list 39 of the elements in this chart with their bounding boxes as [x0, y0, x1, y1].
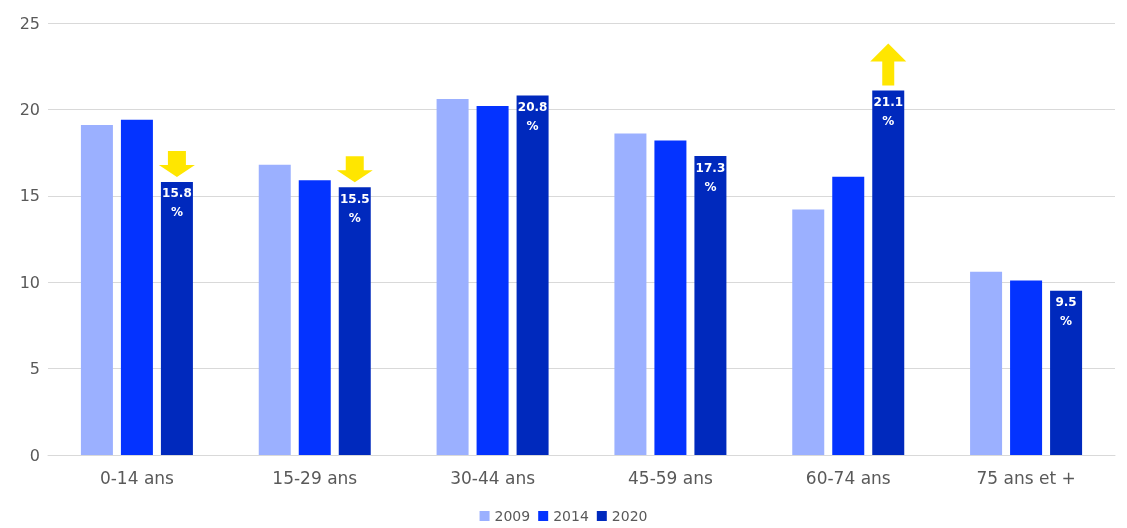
y-tick-label: 10: [19, 272, 40, 292]
bar: [338, 187, 371, 455]
bar: [694, 156, 727, 455]
bar: [832, 176, 865, 455]
bar: [160, 181, 193, 455]
bar: [614, 133, 647, 455]
y-tick-label: 20: [19, 99, 40, 119]
y-tick-label: 0: [29, 445, 40, 465]
x-tick-label: 0-14 ans: [99, 467, 175, 488]
bar: [476, 105, 509, 455]
bar: [872, 90, 905, 455]
bar: [298, 180, 331, 455]
data-label: 15.5 %: [339, 191, 370, 225]
legend-label: 2020: [611, 508, 648, 524]
x-tick-label: 60-74 ans: [805, 467, 891, 488]
bar: [1010, 280, 1043, 455]
x-tick-label: 15-29 ans: [272, 467, 358, 488]
bar: [80, 124, 113, 455]
y-tick-label: 15: [19, 186, 40, 206]
legend-label: 2009: [494, 508, 531, 524]
bar: [970, 271, 1003, 455]
y-tick-label: 25: [19, 13, 40, 33]
data-label: 21.1 %: [873, 94, 904, 128]
bar: [654, 140, 687, 455]
x-tick-label: 75 ans et +: [976, 467, 1076, 488]
bar: [792, 209, 825, 455]
bar: [516, 95, 549, 455]
data-label: 9.5 %: [1055, 295, 1077, 329]
legend-label: 2014: [553, 508, 589, 524]
data-label: 20.8 %: [517, 100, 548, 134]
bar: [120, 119, 153, 455]
bar: [1050, 290, 1083, 455]
data-label: 17.3 %: [695, 160, 726, 194]
bar: [258, 164, 291, 455]
data-label: 15.8 %: [162, 186, 192, 220]
bar: [436, 99, 469, 455]
x-tick-label: 30-44 ans: [450, 467, 536, 488]
y-tick-label: 5: [29, 359, 40, 379]
x-tick-label: 45-59 ans: [627, 467, 713, 488]
